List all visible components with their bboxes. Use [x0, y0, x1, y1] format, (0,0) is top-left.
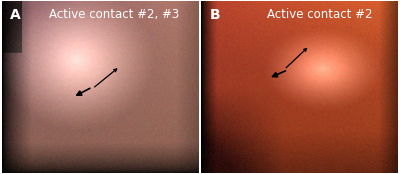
Text: Active contact #2, #3: Active contact #2, #3: [49, 8, 179, 21]
Text: Active contact #2: Active contact #2: [267, 8, 372, 21]
Text: A: A: [10, 8, 21, 22]
Text: B: B: [209, 8, 220, 22]
